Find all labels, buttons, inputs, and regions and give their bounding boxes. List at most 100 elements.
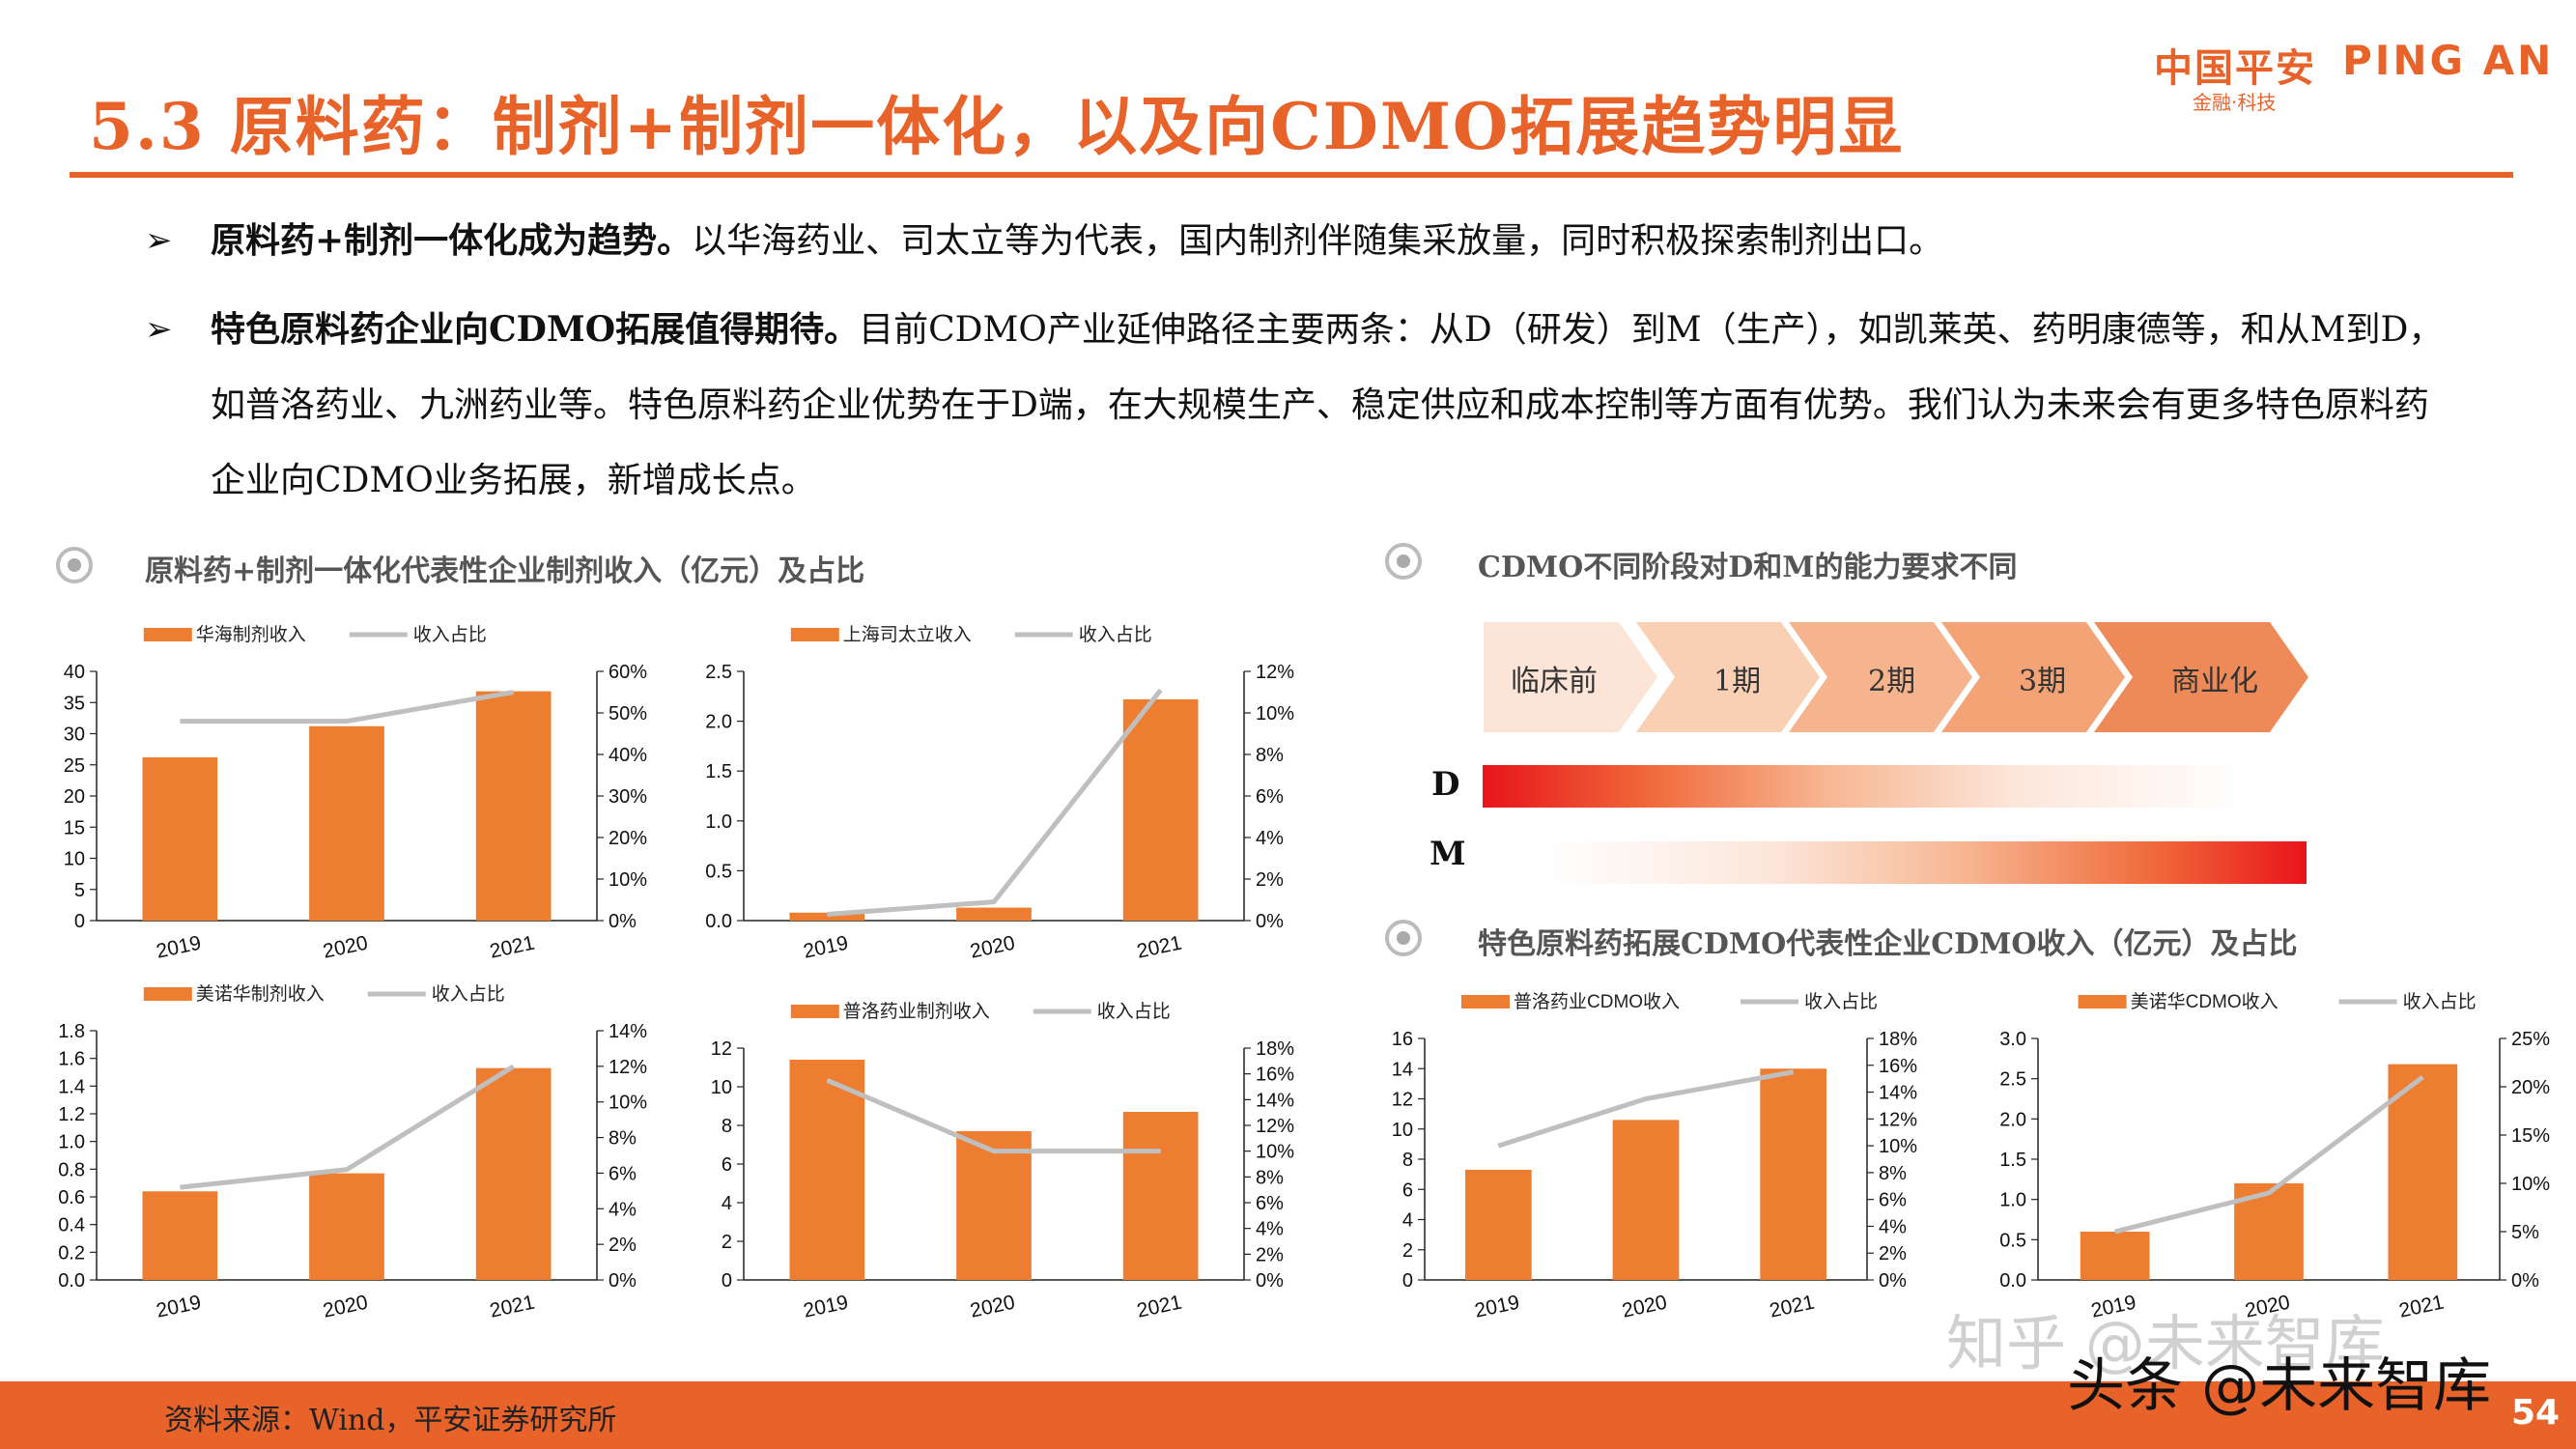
tick-label-right: 10% xyxy=(1256,703,1294,724)
bullet-heading: 特色原料药企业向CDMO拓展值得期待。 xyxy=(211,309,860,350)
tick-label-left: 1.8 xyxy=(58,1021,85,1042)
category-label: 2020 xyxy=(1620,1292,1668,1322)
category-label: 2021 xyxy=(488,932,536,963)
tick-label-left: 0.0 xyxy=(58,1270,85,1292)
legend-swatch-bar xyxy=(790,1005,839,1018)
logo-subtitle: 金融·科技 xyxy=(2193,91,2277,114)
tick-label-left: 0.0 xyxy=(705,911,732,932)
tick-label-right: 2% xyxy=(1256,869,1284,891)
watermark-zhihu: 知乎 @未来智库 xyxy=(1946,1308,2385,1378)
chart-meinuohua-cdmo: 美诺华CDMO收入 收入占比 0.0 0.5 1.0 1.5 2.0 2.5 3.0 0% 5% 10… xyxy=(1999,991,2550,1322)
tick-label-right: 10% xyxy=(609,869,647,891)
category-label: 2021 xyxy=(1135,1292,1183,1322)
legend-label-line: 收入占比 xyxy=(2403,991,2477,1012)
tick-label-right: 0% xyxy=(609,1270,637,1292)
tick-label-left: 2.5 xyxy=(705,662,732,683)
tick-label-left: 0 xyxy=(74,911,85,932)
tick-label-left: 4 xyxy=(1402,1210,1413,1232)
tick-label-left: 1.6 xyxy=(58,1049,85,1070)
bar-mark xyxy=(1612,1120,1680,1280)
legend-label-bar: 普洛药业CDMO收入 xyxy=(1514,991,1680,1012)
tick-label-right: 16% xyxy=(1879,1056,1917,1077)
tick-label-right: 12% xyxy=(609,1057,647,1078)
chart-puluo-cdmo: 普洛药业CDMO收入 收入占比 0 2 4 6 8 10 12 14 16 0% 2% 4% 6% 8% 10%… xyxy=(1392,991,1917,1322)
tick-label-right: 2% xyxy=(1879,1243,1907,1264)
category-label: 2021 xyxy=(1135,932,1183,963)
tick-label-left: 2.0 xyxy=(1999,1109,2026,1130)
source-note: 资料来源：Wind，平安证券研究所 xyxy=(164,1404,617,1437)
category-label: 2020 xyxy=(968,932,1016,963)
watermark: 头条 @未来智库 xyxy=(2067,1352,2492,1420)
tick-label-right: 8% xyxy=(1256,745,1284,766)
legend-swatch-bar xyxy=(143,628,192,641)
tick-label-right: 6% xyxy=(1256,1193,1284,1214)
tick-label-left: 1.4 xyxy=(58,1076,85,1097)
bar-label-d: D xyxy=(1431,765,1460,804)
category-label: 2021 xyxy=(488,1292,536,1322)
legend: 普洛药业CDMO收入 收入占比 xyxy=(1461,991,1878,1012)
legend-label-bar: 普洛药业制剂收入 xyxy=(843,1001,990,1022)
category-label: 2021 xyxy=(2397,1292,2446,1322)
bar-mark xyxy=(956,907,1032,921)
category-label: 2020 xyxy=(968,1292,1016,1322)
bar-mark xyxy=(475,1067,552,1280)
tick-label-left: 0.8 xyxy=(58,1159,85,1180)
bar-mark xyxy=(1464,1169,1532,1280)
legend-swatch-bar xyxy=(1461,995,1510,1009)
tick-label-right: 5% xyxy=(2511,1222,2539,1243)
stage-phase2: 2期 xyxy=(1789,622,1972,732)
tick-label-left: 0 xyxy=(1402,1270,1413,1292)
page-title: 5.3 原料药：制剂+制剂一体化，以及向CDMO拓展趋势明显 xyxy=(89,89,1905,164)
bullet-cdmo: ➢ 特色原料药企业向CDMO拓展值得期待。目前CDMO产业延伸路径主要两条：从D… xyxy=(145,292,2444,519)
arrow-bullet-icon: ➢ xyxy=(145,221,173,260)
legend: 华海制剂收入 收入占比 xyxy=(143,624,487,645)
bar-label-m: M xyxy=(1430,835,1466,873)
cdmo-stage-diagram: 临床前 1期 2期 3期 商业化 xyxy=(1484,622,2308,732)
tick-label-left: 0.0 xyxy=(1999,1270,2026,1292)
chart-situoli: 上海司太立收入 收入占比 0.0 0.5 1.0 1.5 2.0 2.5 0% 2% 4% 6% 8% 1… xyxy=(705,624,1294,963)
tick-label-left: 0.4 xyxy=(58,1215,85,1236)
category-label: 2021 xyxy=(1768,1292,1816,1322)
tick-label-left: 25 xyxy=(64,755,85,777)
tick-label-left: 8 xyxy=(1402,1150,1413,1171)
tick-label-right: 0% xyxy=(1256,911,1284,932)
legend-label-line: 收入占比 xyxy=(1079,624,1152,645)
chart-huahai: 华海制剂收入 收入占比 0 5 10 15 20 25 30 35 40 0% 10% 20% 30% 40%… xyxy=(64,624,647,963)
tick-label-left: 30 xyxy=(64,724,85,746)
bar-mark xyxy=(309,1173,384,1280)
tick-label-left: 12 xyxy=(1392,1090,1413,1111)
bar-mark xyxy=(142,757,218,921)
tick-label-left: 1.0 xyxy=(1999,1190,2026,1211)
section-marker-icon xyxy=(1385,543,1422,580)
tick-label-left: 14 xyxy=(1392,1059,1413,1080)
tick-label-right: 10% xyxy=(1879,1136,1917,1157)
category-label: 2019 xyxy=(1473,1292,1521,1322)
tick-label-right: 0% xyxy=(1879,1270,1907,1292)
bar-mark xyxy=(956,1131,1032,1280)
tick-label-right: 12% xyxy=(1879,1109,1917,1130)
category-label: 2019 xyxy=(155,1292,203,1322)
legend-label-bar: 美诺华CDMO收入 xyxy=(2131,991,2279,1012)
legend-label-line: 收入占比 xyxy=(1097,1001,1171,1022)
tick-label-right: 4% xyxy=(1256,1219,1284,1240)
bullet-integration: ➢ 原料药+制剂一体化成为趋势。以华海药业、司太立等为代表，国内制剂伴随集采放量… xyxy=(145,203,2444,279)
legend-swatch-bar xyxy=(790,628,839,641)
d-capability-bar xyxy=(1483,765,2246,808)
tick-label-right: 6% xyxy=(1879,1190,1907,1211)
title-divider xyxy=(70,172,2513,178)
bullet-body: 目前CDMO产业延伸路径主要两条：从D（研发）到M（生产），如凯莱英、药明康德等… xyxy=(211,310,2444,500)
arrow-bullet-icon: ➢ xyxy=(145,310,173,349)
tick-label-right: 10% xyxy=(2511,1174,2550,1195)
tick-label-left: 10 xyxy=(1392,1120,1413,1141)
tick-label-right: 0% xyxy=(609,911,637,932)
tick-label-left: 6 xyxy=(1402,1179,1413,1201)
tick-label-right: 4% xyxy=(609,1199,637,1220)
tick-label-left: 12 xyxy=(711,1038,732,1060)
tick-label-right: 4% xyxy=(1256,828,1284,849)
tick-label-left: 6 xyxy=(722,1154,732,1176)
legend-label-line: 收入占比 xyxy=(1804,991,1878,1012)
tick-label-right: 10% xyxy=(1256,1142,1294,1163)
line-series xyxy=(180,690,515,724)
tick-label-right: 8% xyxy=(609,1128,637,1150)
tick-label-right: 20% xyxy=(2511,1077,2550,1098)
